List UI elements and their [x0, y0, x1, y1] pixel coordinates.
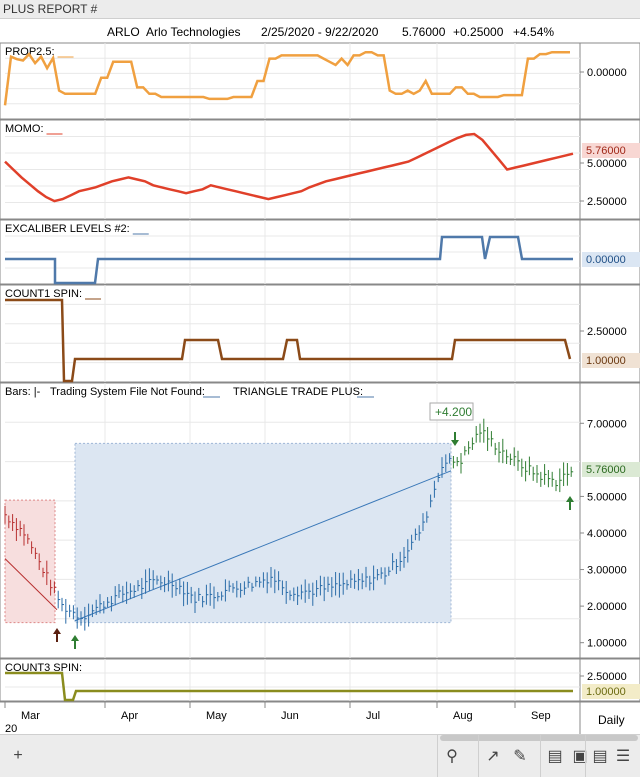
horizontal-scrollbar[interactable]: [0, 735, 640, 741]
month-label-jun: Jun: [281, 710, 299, 722]
tick-label: 7.00000: [587, 418, 627, 430]
tick-label: 1.00000: [587, 638, 627, 650]
momo-label: MOMO:: [5, 123, 44, 135]
month-label-mar: Mar: [21, 710, 40, 722]
panel-frame-count3: [0, 658, 640, 702]
date-range: 2/25/2020 - 9/22/2020: [261, 25, 379, 39]
month-label-sep: Sep: [531, 710, 551, 722]
momo-value-bg: [582, 143, 640, 158]
blue-zone-box: [74, 442, 452, 624]
excal-line: [5, 235, 573, 285]
prop-label: PROP2.5:: [5, 46, 55, 58]
year-label: 20: [5, 723, 17, 734]
count1-label: COUNT1 SPIN:: [5, 288, 82, 300]
red-trend-line: [4, 558, 58, 611]
layout-icon[interactable]: ▤: [540, 735, 569, 777]
prop-line: [3, 50, 570, 106]
count3-line: [5, 671, 573, 702]
tick-label: 3.00000: [587, 565, 627, 577]
symbol: ARLO: [107, 25, 140, 39]
tick-label: 2.00000: [587, 601, 627, 613]
tick-label: 5.00000: [587, 158, 627, 170]
price-change: +0.25000: [453, 25, 504, 39]
triangle-trade-label: TRIANGLE TRADE PLUS:: [233, 386, 363, 398]
last-price: 5.76000: [402, 25, 446, 39]
entry-arrow-dark-icon: [53, 628, 61, 642]
count1-value: 1.00000: [586, 355, 626, 367]
bars-value: 5.76000: [586, 464, 626, 476]
month-label-aug: Aug: [453, 710, 473, 722]
window-title: PLUS REPORT #: [3, 2, 98, 16]
bottom-toolbar: + ⚲ ↗ ✎ ▤ ▣ ▤ ☰: [0, 734, 640, 777]
symbol-header: ARLO Arlo Technologies 2/25/2020 - 9/22/…: [0, 19, 640, 41]
excal-value-bg: [582, 252, 640, 267]
target-label: +4.200: [435, 405, 472, 419]
entry-arrow-green-icon: [71, 635, 79, 649]
excal-value: 0.00000: [586, 254, 626, 266]
count1-line: [5, 298, 572, 383]
bars-label: Bars: |-: [5, 386, 41, 398]
tick-label: 5.00000: [587, 491, 627, 503]
month-label-may: May: [206, 710, 227, 722]
month-label-apr: Apr: [121, 710, 138, 722]
draw-tool-icon[interactable]: ✎: [513, 748, 527, 765]
price-bars: [4, 418, 574, 631]
book-icon[interactable]: ▤: [585, 735, 614, 777]
xaxis-area: [0, 702, 640, 734]
chart-line-icon[interactable]: ↗: [478, 735, 507, 777]
count3-label: COUNT3 SPIN:: [5, 662, 82, 674]
tick-label: 2.50000: [587, 326, 627, 338]
search-icon[interactable]: ⚲: [437, 735, 466, 777]
target-box: [429, 402, 474, 421]
scrollbar-thumb[interactable]: [440, 735, 638, 741]
tick-label: 2.50000: [587, 671, 627, 683]
company-name: Arlo Technologies: [146, 25, 241, 39]
count1-value-bg: [582, 353, 640, 368]
bars-value-bg: [582, 462, 640, 477]
panel-frame-count1: [0, 284, 640, 383]
add-icon[interactable]: +: [13, 747, 23, 764]
exit-arrow-icon: [451, 432, 459, 446]
trading-system-label: Trading System File Not Found:: [50, 386, 205, 398]
momo-line: [4, 132, 574, 203]
chart-area[interactable]: PROP2.5: MOMO: EXCALIBER LEVELS #2: COUNT1 …: [0, 41, 640, 734]
price-change-percent: +4.54%: [513, 25, 555, 39]
buy-arrow-icon: [566, 496, 574, 510]
list-icon[interactable]: ☰: [615, 748, 631, 765]
momo-value: 5.76000: [586, 145, 626, 157]
month-label-jul: Jul: [366, 710, 380, 722]
window-titlebar: PLUS REPORT #: [0, 0, 640, 19]
count3-value: 1.00000: [586, 686, 626, 698]
count3-value-bg: [582, 684, 640, 699]
tick-label: 0.00000: [587, 67, 627, 79]
tick-label: 2.50000: [587, 196, 627, 208]
window-icon[interactable]: ▣: [572, 748, 588, 765]
period-label: Daily: [598, 713, 625, 727]
tick-label: 4.00000: [587, 528, 627, 540]
excal-label: EXCALIBER LEVELS #2:: [5, 223, 130, 235]
triangle-line: [74, 470, 452, 622]
